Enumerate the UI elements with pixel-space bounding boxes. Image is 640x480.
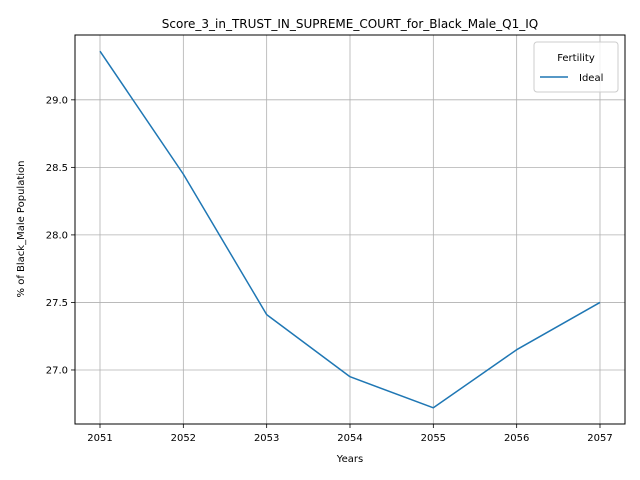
- y-tick-label: 27.5: [46, 298, 68, 309]
- x-tick-label: 2054: [337, 433, 362, 444]
- y-tick-label: 29.0: [46, 95, 68, 106]
- x-axis: 2051 2052 2053 2054 2055 2056 2057: [87, 424, 613, 444]
- legend: Fertility Ideal: [533, 41, 619, 93]
- x-tick-label: 2051: [87, 433, 112, 444]
- y-tick-label: 27.0: [46, 365, 68, 376]
- x-axis-label: Years: [336, 454, 363, 465]
- x-tick-label: 2052: [171, 433, 196, 444]
- x-tick-label: 2057: [587, 433, 612, 444]
- grid: [75, 35, 625, 424]
- y-axis-label: % of Black_Male Population: [16, 161, 27, 298]
- legend-box: [533, 41, 619, 93]
- x-tick-label: 2053: [254, 433, 279, 444]
- series-layer: [99, 50, 601, 409]
- x-tick-label: 2056: [504, 433, 529, 444]
- y-axis: 27.0 27.5 28.0 28.5 29.0: [46, 95, 75, 376]
- legend-title: Fertility: [557, 53, 595, 64]
- legend-label-ideal: Ideal: [579, 73, 603, 84]
- y-tick-label: 28.5: [46, 163, 68, 174]
- y-tick-label: 28.0: [46, 230, 68, 241]
- chart-title: Score_3_in_TRUST_IN_SUPREME_COURT_for_Bl…: [162, 17, 538, 31]
- x-tick-label: 2055: [421, 433, 446, 444]
